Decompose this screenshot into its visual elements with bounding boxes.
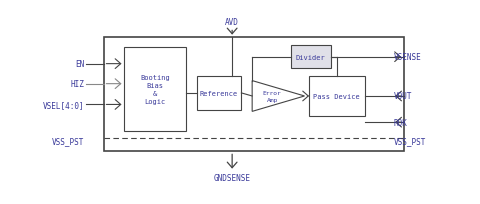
Text: VOUT: VOUT xyxy=(394,92,412,101)
Text: HIZ: HIZ xyxy=(71,80,84,89)
Bar xyxy=(291,46,331,69)
Bar xyxy=(197,76,241,110)
Text: GNDSENSE: GNDSENSE xyxy=(214,173,251,182)
Polygon shape xyxy=(252,81,304,112)
Text: VSS_PST: VSS_PST xyxy=(52,136,84,145)
Text: EN: EN xyxy=(75,60,84,69)
Text: Error
Amp: Error Amp xyxy=(263,91,281,102)
Bar xyxy=(309,76,365,116)
Text: VSENSE: VSENSE xyxy=(394,53,421,62)
Text: Booting
Bias
&
Logic: Booting Bias & Logic xyxy=(140,75,170,104)
Text: Reference: Reference xyxy=(200,90,238,96)
Text: VSEL[4:0]: VSEL[4:0] xyxy=(43,100,84,109)
Text: VSS_PST: VSS_PST xyxy=(394,136,426,145)
Text: Divider: Divider xyxy=(296,54,325,60)
Text: AVD: AVD xyxy=(225,18,239,27)
Bar xyxy=(104,38,404,152)
Text: ROK: ROK xyxy=(394,118,408,127)
Text: Pass Device: Pass Device xyxy=(313,93,360,100)
Bar xyxy=(124,48,186,132)
